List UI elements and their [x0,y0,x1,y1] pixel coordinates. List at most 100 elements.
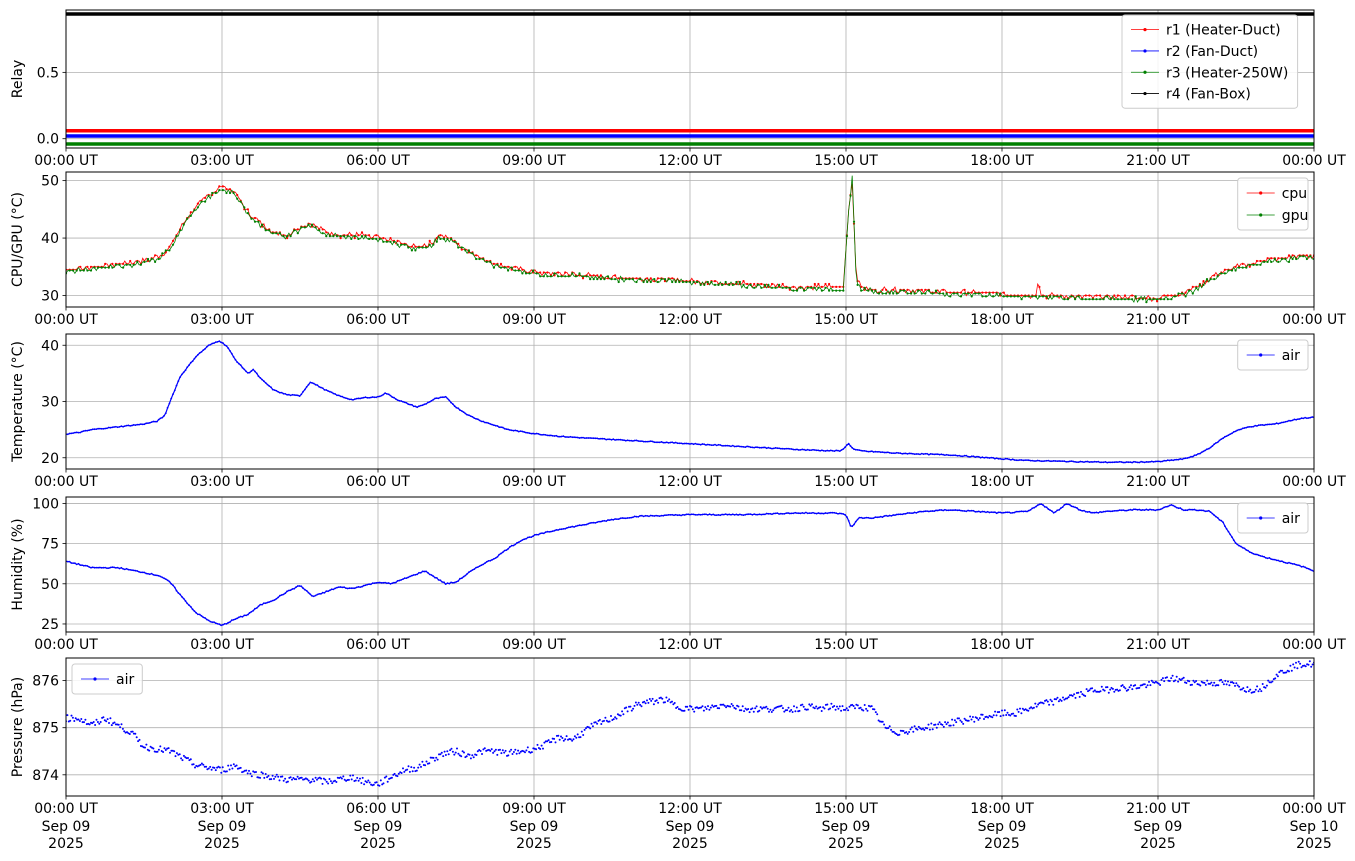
data-point [819,512,821,515]
data-point [906,453,909,455]
data-point [1241,546,1244,549]
data-point [410,249,413,252]
data-point [1081,460,1084,463]
data-point [509,429,511,431]
data-point [578,437,581,439]
data-point [819,706,822,709]
data-point [808,449,811,452]
data-point [1195,454,1198,456]
data-point [981,713,984,716]
data-point [988,292,991,295]
data-point [551,530,554,533]
data-point [345,397,347,399]
data-point [428,762,431,765]
data-point [1261,683,1264,685]
data-point [865,516,868,519]
data-point [1220,438,1223,440]
data-point [653,515,656,517]
legend: air [1237,339,1309,371]
data-point [687,513,690,516]
data-point [271,232,274,235]
data-point [510,748,513,751]
data-point [1287,260,1291,263]
data-point [1148,298,1152,301]
data-point [1234,430,1237,433]
data-point [372,783,375,786]
data-point [248,769,250,772]
y-tick-label: 50 [41,577,59,593]
data-point [723,444,725,447]
data-point [398,399,401,402]
data-point [323,389,326,391]
data-point [1066,697,1069,700]
data-point [316,384,319,387]
x-tick-label: 06:00 UT [346,801,410,817]
data-point [837,707,840,710]
data-point [1232,431,1235,433]
data-point [1122,461,1125,464]
axes-frame [65,333,1315,470]
data-point [564,436,567,438]
data-point [99,566,101,569]
data-point [863,450,866,452]
data-point [289,776,292,779]
data-point [1291,563,1294,565]
data-point [574,275,578,278]
data-point [1127,298,1130,301]
data-point [532,535,534,537]
data-point [920,288,923,291]
data-point [314,226,317,229]
data-point [266,383,269,386]
data-point [66,714,69,717]
data-point [1228,684,1231,687]
data-point [1229,533,1232,536]
data-point [535,272,538,275]
data-point [1113,510,1116,512]
data-point [1156,298,1159,301]
data-point [535,533,538,536]
data-point [102,427,105,430]
data-point [598,438,600,440]
data-point [1191,285,1194,288]
data-point [768,710,770,713]
data-point [835,512,838,515]
data-point [457,580,460,582]
data-point [456,747,458,750]
data-point [453,581,456,584]
data-point [131,730,134,733]
data-point [259,377,262,379]
data-point [1107,691,1110,694]
data-point [1272,423,1274,425]
data-point [1163,506,1166,509]
y-tick-label: 876 [32,674,59,690]
y-tick-label: 20 [41,451,59,467]
data-point [421,760,424,763]
data-point [952,292,956,295]
data-point [413,766,416,769]
data-point [906,292,909,295]
data-point [890,452,893,454]
data-point [74,431,76,434]
data-point [1213,514,1216,517]
data-point [883,451,886,454]
data-point [373,582,376,584]
x-year-label: 2025 [204,836,240,852]
data-point [981,291,984,294]
data-point [550,434,552,437]
data-point [1272,558,1274,561]
data-point [357,397,360,400]
data-point [760,286,763,289]
data-point [1299,662,1302,665]
data-point [73,720,76,722]
data-point [566,436,568,438]
data-point [1309,568,1312,571]
data-point [626,710,629,713]
data-point [1035,460,1037,462]
data-point [747,513,750,516]
data-point [1195,680,1198,682]
data-point [659,696,662,699]
data-point [321,591,324,594]
data-point [717,283,720,286]
data-point [371,237,374,240]
data-point [1085,688,1088,691]
